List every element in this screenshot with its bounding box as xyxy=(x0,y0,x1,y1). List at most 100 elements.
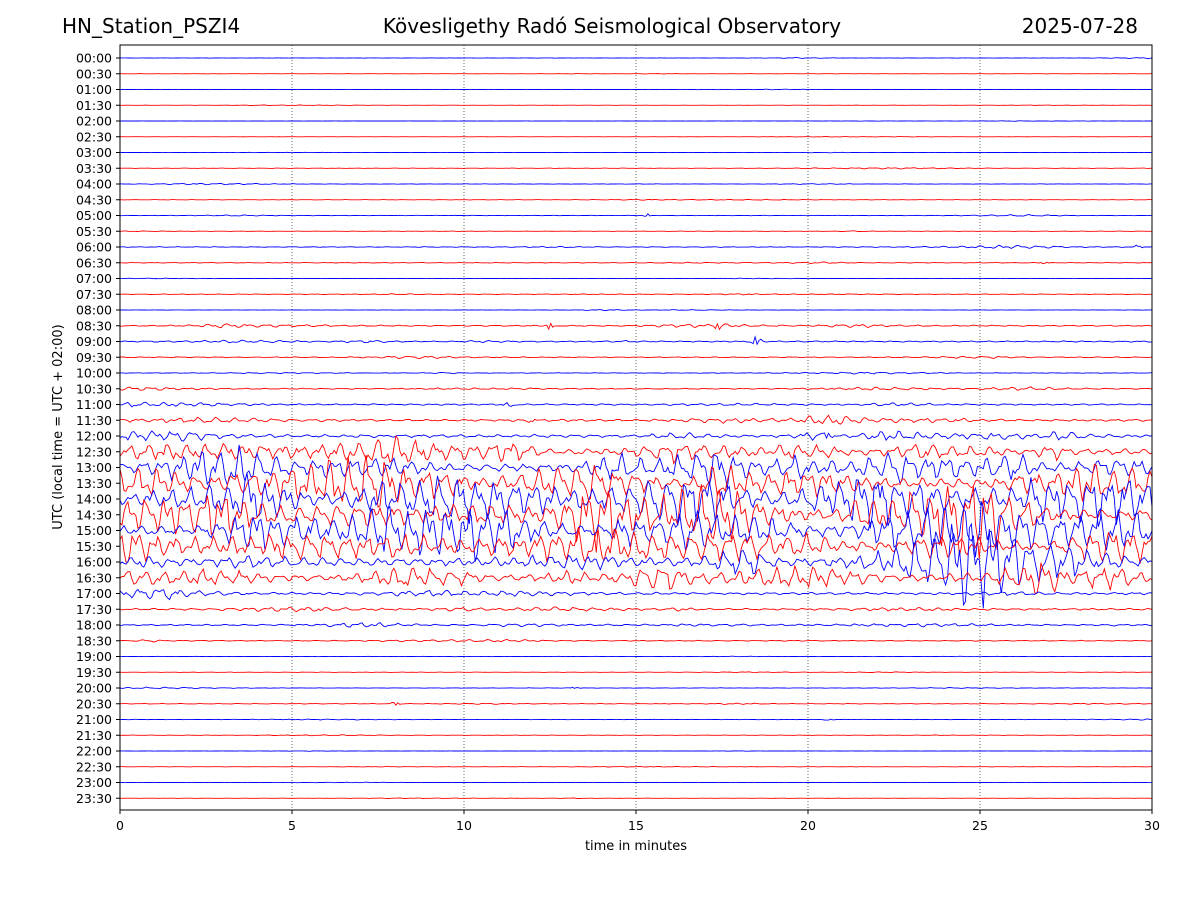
y-tick-label: 08:00 xyxy=(76,303,112,318)
trace-0530 xyxy=(119,230,1152,232)
y-tick-label: 11:00 xyxy=(76,397,112,412)
y-tick-label: 07:00 xyxy=(76,271,112,286)
y-tick-label: 20:30 xyxy=(76,696,112,711)
y-tick-label: 04:00 xyxy=(76,177,112,192)
y-tick-label: 02:00 xyxy=(76,114,112,129)
y-tick-label: 18:00 xyxy=(76,618,112,633)
trace-1500 xyxy=(119,501,1153,562)
y-tick-label: 13:30 xyxy=(76,476,112,491)
trace-1230 xyxy=(119,435,1153,465)
y-tick-label: 14:30 xyxy=(76,507,112,522)
trace-0330 xyxy=(119,167,1153,170)
y-tick-label: 08:30 xyxy=(76,318,112,333)
trace-1100 xyxy=(119,401,1153,408)
y-tick-label: 11:30 xyxy=(76,413,112,428)
y-tick-label: 05:00 xyxy=(76,208,112,223)
y-tick-label: 13:00 xyxy=(76,460,112,475)
trace-1430 xyxy=(119,484,1153,559)
station-title: HN_Station_PSZI4 xyxy=(62,14,241,38)
trace-2000 xyxy=(119,686,1153,690)
y-tick-label: 01:00 xyxy=(76,82,112,97)
trace-0300 xyxy=(120,151,1152,154)
y-tick-label: 16:00 xyxy=(76,555,112,570)
y-tick-label: 19:00 xyxy=(76,649,112,664)
y-tick-label: 06:00 xyxy=(76,240,112,255)
trace-1330 xyxy=(119,454,1153,508)
x-tick-label: 30 xyxy=(1144,818,1160,833)
trace-0600 xyxy=(119,244,1153,249)
x-tick-label: 20 xyxy=(800,818,816,833)
trace-0630 xyxy=(119,261,1153,265)
trace-1300 xyxy=(119,444,1153,489)
trace-1700 xyxy=(119,588,1153,601)
trace-2300 xyxy=(120,781,1153,784)
y-tick-label: 23:00 xyxy=(76,775,112,790)
trace-0930 xyxy=(120,355,1153,359)
y-tick-label: 02:30 xyxy=(76,129,112,144)
y-tick-label: 09:00 xyxy=(76,334,112,349)
y-tick-label: 19:30 xyxy=(76,665,112,680)
trace-0800 xyxy=(120,309,1153,311)
y-tick-label: 22:00 xyxy=(76,744,112,759)
y-tick-label: 16:30 xyxy=(76,570,112,585)
x-tick-label: 5 xyxy=(288,818,296,833)
y-tick-label: 10:30 xyxy=(76,381,112,396)
trace-0730 xyxy=(120,293,1153,296)
y-tick-label: 03:00 xyxy=(76,145,112,160)
x-tick-group: 0 5 10 15 20 25 30 xyxy=(116,810,1160,833)
trace-0700 xyxy=(119,277,1152,280)
trace-1200 xyxy=(119,430,1153,442)
y-tick-label: 06:30 xyxy=(76,255,112,270)
y-tick-label: 22:30 xyxy=(76,759,112,774)
y-tick-label: 17:30 xyxy=(76,602,112,617)
y-tick-label: 00:00 xyxy=(76,51,112,66)
trace-2030 xyxy=(120,701,1153,706)
trace-1600 xyxy=(119,522,1153,609)
trace-0100 xyxy=(120,88,1153,91)
y-tick-label: 00:30 xyxy=(76,66,112,81)
y-tick-label: 03:30 xyxy=(76,161,112,176)
y-tick-label: 09:30 xyxy=(76,350,112,365)
y-tick-label: 04:30 xyxy=(76,192,112,207)
trace-2330 xyxy=(120,797,1152,799)
x-axis-label: time in minutes xyxy=(585,839,687,854)
trace-0430 xyxy=(119,198,1153,201)
y-tick-group: 00:0000:3001:0001:3002:0002:3003:0003:30… xyxy=(76,51,120,806)
y-tick-label: 21:00 xyxy=(76,712,112,727)
y-tick-label: 20:00 xyxy=(76,681,112,696)
trace-0830 xyxy=(119,322,1153,331)
y-axis-label: UTC (local time = UTC + 02:00) xyxy=(51,324,66,529)
y-tick-label: 01:30 xyxy=(76,98,112,113)
x-tick-label: 0 xyxy=(116,818,124,833)
trace-0900 xyxy=(119,335,1153,346)
y-tick-label: 10:00 xyxy=(76,366,112,381)
y-tick-label: 07:30 xyxy=(76,287,112,302)
trace-2200 xyxy=(119,750,1153,752)
trace-2130 xyxy=(119,734,1152,737)
y-tick-label: 18:30 xyxy=(76,633,112,648)
trace-1030 xyxy=(119,386,1153,391)
y-tick-label: 05:30 xyxy=(76,224,112,239)
observatory-title: Kövesligethy Radó Seismological Observat… xyxy=(382,14,842,38)
y-tick-label: 21:30 xyxy=(76,728,112,743)
trace-0130 xyxy=(120,104,1152,106)
x-tick-label: 25 xyxy=(972,818,988,833)
trace-1800 xyxy=(119,622,1153,628)
y-tick-label: 17:00 xyxy=(76,586,112,601)
trace-0030 xyxy=(120,73,1153,75)
y-tick-label: 15:00 xyxy=(76,523,112,538)
y-tick-label: 23:30 xyxy=(76,791,112,806)
y-tick-label: 12:30 xyxy=(76,444,112,459)
trace-1930 xyxy=(119,671,1152,674)
trace-1900 xyxy=(120,655,1152,658)
y-tick-label: 14:00 xyxy=(76,492,112,507)
trace-1730 xyxy=(119,606,1153,612)
trace-1130 xyxy=(119,414,1152,425)
trace-1830 xyxy=(119,638,1153,643)
x-tick-label: 10 xyxy=(456,818,472,833)
trace-2230 xyxy=(120,766,1152,768)
trace-0400 xyxy=(119,182,1152,186)
trace-0200 xyxy=(120,120,1152,122)
trace-0000 xyxy=(119,57,1153,59)
